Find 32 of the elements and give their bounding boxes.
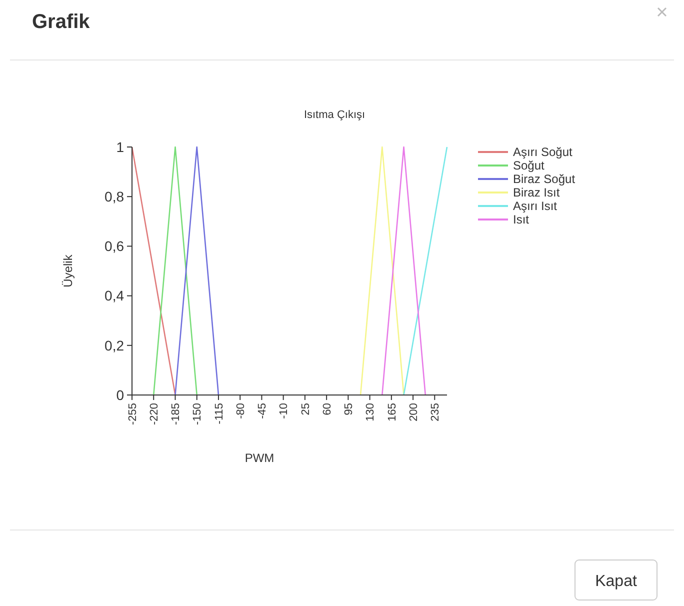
- x-tick-label: -45: [256, 403, 269, 419]
- y-tick-label: 1: [116, 138, 124, 155]
- close-button: Kapat: [574, 560, 658, 600]
- legend-label: Aşırı Soğut: [513, 145, 574, 160]
- x-tick-label: -10: [278, 403, 290, 419]
- x-tick-label: -185: [170, 403, 182, 426]
- y-tick-label: 0,6: [104, 238, 124, 254]
- x-tick-label: 130: [364, 403, 377, 422]
- x-tick-label: -80: [234, 403, 247, 419]
- y-axis-title: Üyelik: [61, 254, 75, 288]
- legend-label: Biraz Isıt: [513, 186, 560, 200]
- text: Grafik: [32, 11, 91, 33]
- legend-label: Isıt: [513, 212, 530, 227]
- x-tick-label: -255: [126, 403, 139, 426]
- legend-label: Aşırı Isıt: [513, 199, 558, 214]
- y-tick-label: 0,4: [104, 288, 124, 304]
- x-tick-label: 165: [386, 403, 398, 422]
- y-tick-label: 0,2: [104, 337, 124, 354]
- chart-title: Isıtma Çıkışı: [304, 109, 366, 121]
- x-tick-label: -220: [148, 403, 160, 426]
- y-tick-label: 0,8: [104, 188, 124, 204]
- x-axis-title: PWM: [244, 451, 274, 465]
- x-tick-label: 200: [408, 403, 420, 422]
- y-tick-label: 0: [116, 386, 124, 403]
- x-tick-label: -150: [192, 403, 204, 426]
- x-tick-label: 95: [343, 403, 356, 416]
- x-tick-label: 60: [321, 403, 334, 416]
- legend-label: Soğut: [513, 158, 546, 173]
- x-tick-label: 235: [429, 403, 442, 422]
- x-tick-label: -115: [213, 403, 226, 424]
- x-tick-label: 25: [300, 403, 312, 416]
- legend-label: Biraz Soğut: [513, 172, 576, 186]
